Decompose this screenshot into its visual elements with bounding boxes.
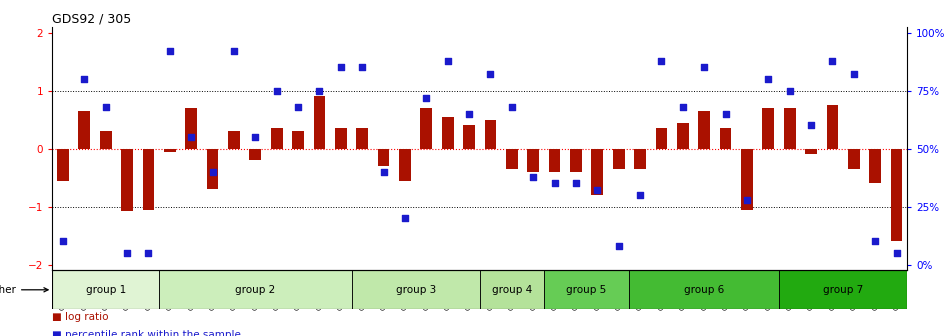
Bar bbox=[506, 149, 518, 169]
Point bbox=[462, 111, 477, 117]
Text: group 1: group 1 bbox=[86, 285, 125, 295]
Point bbox=[633, 193, 648, 198]
Point bbox=[248, 134, 263, 140]
Bar bbox=[142, 149, 154, 210]
Bar bbox=[335, 128, 347, 149]
Bar bbox=[399, 149, 410, 180]
Bar bbox=[549, 149, 560, 172]
Bar bbox=[57, 149, 68, 180]
Point bbox=[761, 76, 776, 82]
Bar bbox=[484, 120, 496, 149]
Bar bbox=[250, 149, 261, 160]
Text: group 4: group 4 bbox=[492, 285, 532, 295]
Point bbox=[183, 134, 199, 140]
Bar bbox=[656, 128, 667, 149]
Bar bbox=[464, 125, 475, 149]
Bar bbox=[629, 270, 779, 309]
Bar bbox=[378, 149, 390, 166]
Point bbox=[696, 65, 712, 70]
Point bbox=[440, 58, 455, 63]
Point bbox=[120, 250, 135, 256]
Bar bbox=[635, 149, 646, 169]
Point bbox=[312, 88, 327, 93]
Point bbox=[205, 169, 220, 175]
Bar bbox=[763, 108, 774, 149]
Point bbox=[739, 197, 754, 202]
Point bbox=[483, 72, 498, 77]
Bar bbox=[421, 108, 432, 149]
Point bbox=[568, 181, 583, 186]
Point bbox=[55, 239, 70, 244]
Bar bbox=[480, 270, 543, 309]
Bar bbox=[228, 131, 239, 149]
Text: group 3: group 3 bbox=[395, 285, 436, 295]
Bar bbox=[52, 270, 160, 309]
Point bbox=[825, 58, 840, 63]
Bar bbox=[741, 149, 752, 210]
Point bbox=[269, 88, 284, 93]
Text: GDS92 / 305: GDS92 / 305 bbox=[52, 13, 131, 26]
Bar bbox=[164, 149, 176, 152]
Bar bbox=[677, 123, 689, 149]
Bar bbox=[592, 149, 603, 195]
Bar bbox=[79, 111, 90, 149]
Bar bbox=[543, 270, 629, 309]
Point bbox=[419, 95, 434, 100]
Point bbox=[141, 250, 156, 256]
Bar bbox=[160, 270, 352, 309]
Point bbox=[291, 104, 306, 110]
Bar bbox=[100, 131, 111, 149]
Bar bbox=[698, 111, 710, 149]
Point bbox=[333, 65, 349, 70]
Point bbox=[525, 174, 541, 179]
Text: group 5: group 5 bbox=[566, 285, 607, 295]
Point bbox=[77, 76, 92, 82]
Bar bbox=[720, 128, 732, 149]
Text: group 7: group 7 bbox=[823, 285, 864, 295]
Point bbox=[98, 104, 113, 110]
Bar bbox=[784, 108, 795, 149]
Point bbox=[611, 243, 626, 249]
Bar bbox=[527, 149, 539, 172]
Point bbox=[376, 169, 391, 175]
Bar bbox=[207, 149, 218, 189]
Point bbox=[547, 181, 562, 186]
Text: group 6: group 6 bbox=[684, 285, 724, 295]
Text: ■ percentile rank within the sample: ■ percentile rank within the sample bbox=[52, 330, 241, 336]
Point bbox=[718, 111, 733, 117]
Bar bbox=[826, 105, 838, 149]
Bar bbox=[314, 96, 325, 149]
Point bbox=[804, 123, 819, 128]
Bar bbox=[185, 108, 197, 149]
Bar bbox=[891, 149, 902, 242]
Point bbox=[675, 104, 691, 110]
Bar bbox=[271, 128, 282, 149]
Bar bbox=[848, 149, 860, 169]
Bar bbox=[806, 149, 817, 155]
Bar bbox=[779, 270, 907, 309]
Point bbox=[590, 188, 605, 193]
Bar bbox=[122, 149, 133, 211]
Point bbox=[889, 250, 904, 256]
Point bbox=[397, 216, 412, 221]
Bar bbox=[442, 117, 453, 149]
Point bbox=[162, 48, 178, 54]
Text: group 2: group 2 bbox=[236, 285, 276, 295]
Point bbox=[654, 58, 669, 63]
Point bbox=[226, 48, 241, 54]
Text: ■ log ratio: ■ log ratio bbox=[52, 312, 108, 323]
Text: other: other bbox=[0, 285, 48, 295]
Bar bbox=[352, 270, 480, 309]
Bar bbox=[570, 149, 581, 172]
Bar bbox=[293, 131, 304, 149]
Point bbox=[846, 72, 862, 77]
Point bbox=[504, 104, 520, 110]
Point bbox=[782, 88, 797, 93]
Bar bbox=[869, 149, 881, 183]
Bar bbox=[356, 128, 368, 149]
Point bbox=[867, 239, 883, 244]
Point bbox=[354, 65, 370, 70]
Bar bbox=[613, 149, 624, 169]
